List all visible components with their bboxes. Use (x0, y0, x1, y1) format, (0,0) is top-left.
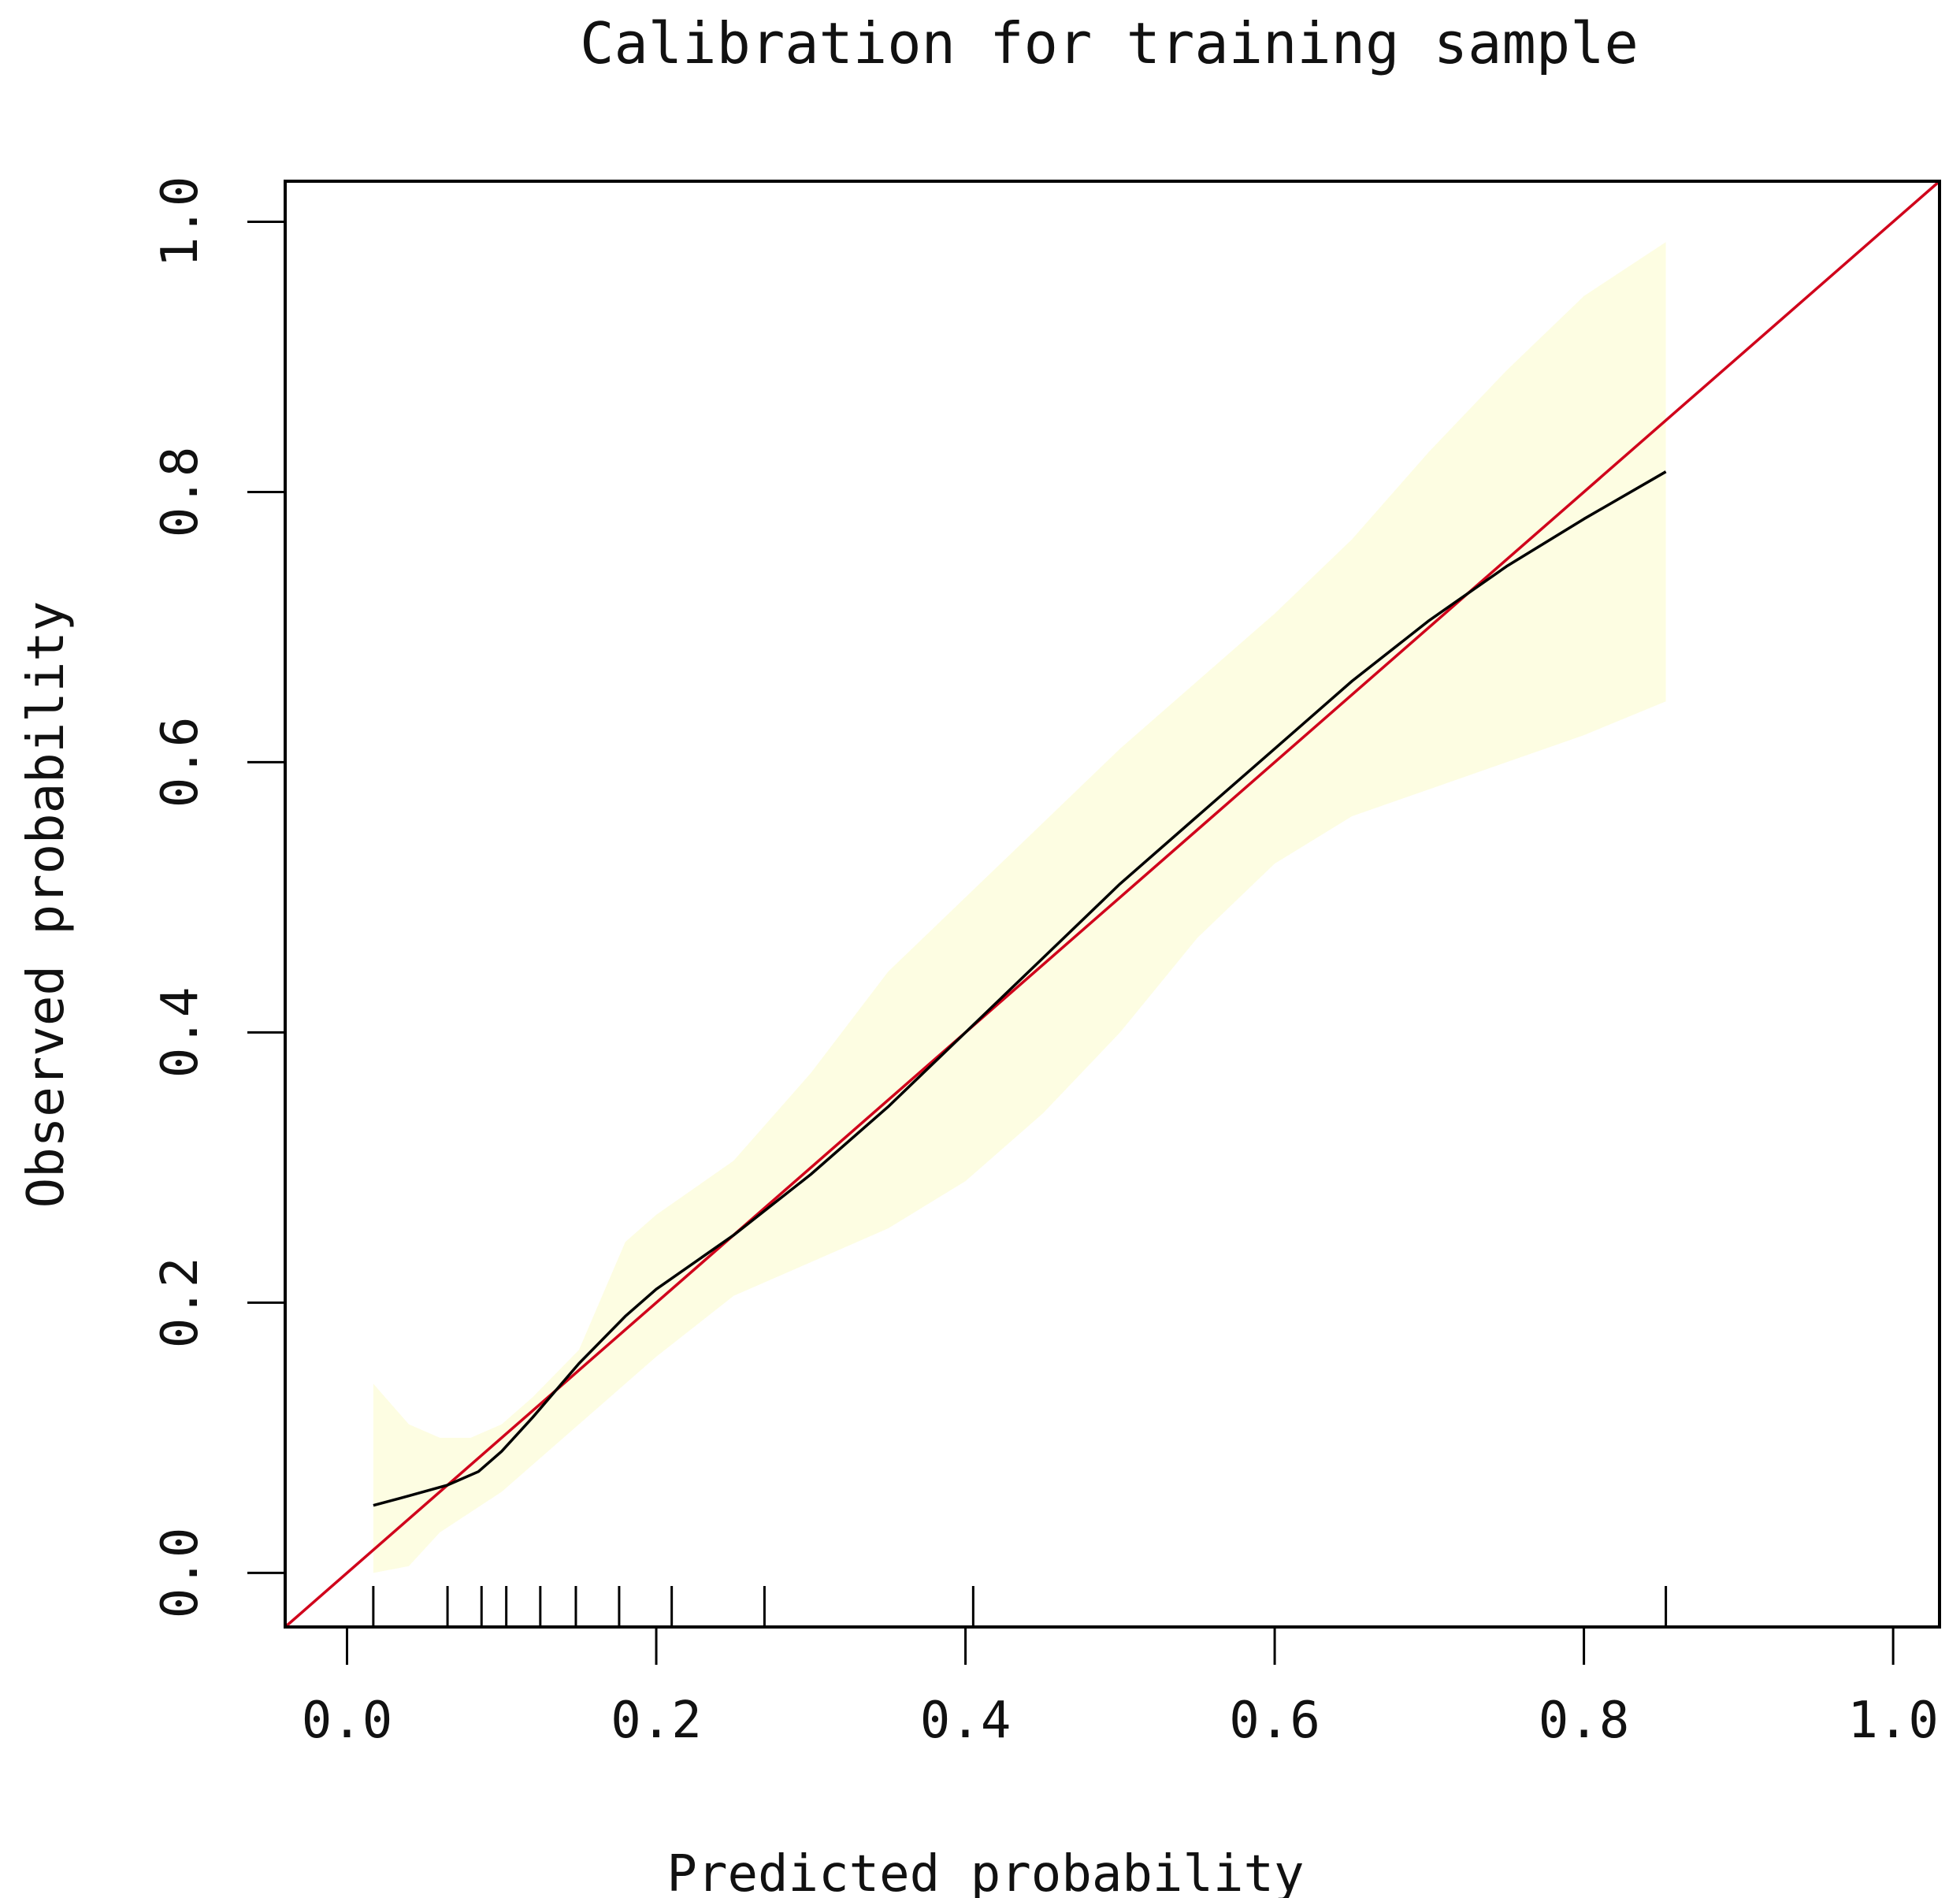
calibration-curve (373, 470, 1667, 1507)
y-tick-label: 1.0 (151, 176, 210, 268)
confidence-band (373, 242, 1666, 1573)
confidence-band-layer (373, 242, 1666, 1573)
x-axis: 0.0 0.2 0.4 0.6 0.8 1.0 (302, 1625, 1939, 1750)
x-tick-label: 1.0 (1847, 1692, 1939, 1750)
y-tick-label: 0.8 (151, 447, 210, 538)
y-axis-label: Observed probability (17, 601, 76, 1209)
x-tick-label: 0.4 (920, 1692, 1012, 1750)
chart-title: Calibration for training sample (580, 10, 1639, 76)
y-tick-label: 0.0 (151, 1528, 210, 1619)
x-tick-label: 0.6 (1229, 1692, 1320, 1750)
lines-layer (284, 180, 1941, 1629)
y-tick-label: 0.2 (151, 1257, 210, 1349)
x-axis-label: Predicted probability (666, 1845, 1304, 1898)
x-tick-label: 0.2 (611, 1692, 702, 1750)
y-axis: 0.0 0.2 0.4 0.6 0.8 1.0 (151, 176, 287, 1619)
y-tick-label: 0.6 (151, 717, 210, 808)
x-tick-label: 0.8 (1539, 1692, 1630, 1750)
y-tick-label: 0.4 (151, 987, 210, 1079)
ideal-reference-line (284, 180, 1941, 1629)
rug-ticks-layer (372, 1586, 1668, 1627)
x-tick-label: 0.0 (302, 1692, 393, 1750)
